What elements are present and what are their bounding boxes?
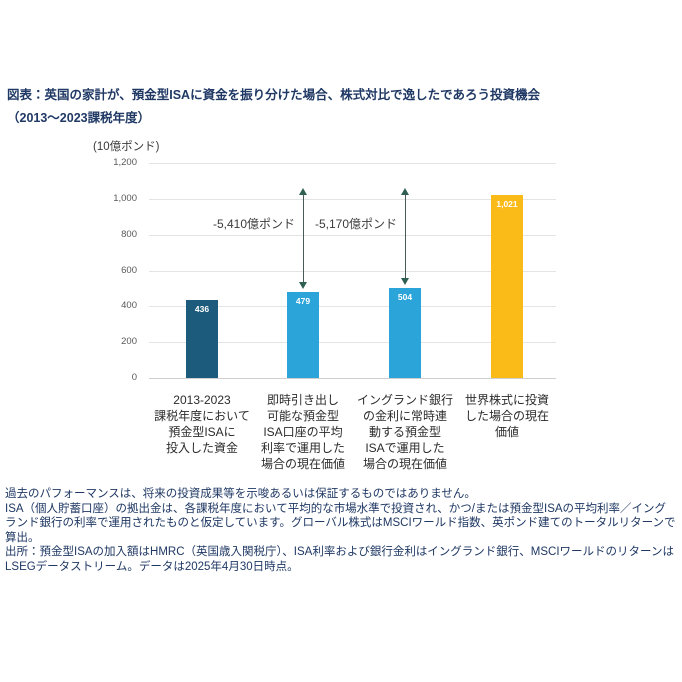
figure-title: 図表：英国の家計が、預金型ISAに資金を振り分けた場合、株式対比で逸したであろう… xyxy=(7,88,540,125)
y-tick-label: 1,000 xyxy=(113,192,137,204)
gridline xyxy=(149,306,556,308)
bar: 504 xyxy=(389,287,421,378)
x-category-label: イングランド銀行 の金利に常時連 動する預金型 ISAで運用した 場合の現在価値 xyxy=(356,393,453,471)
bar-value-label: 479 xyxy=(295,296,311,307)
y-tick-label: 600 xyxy=(121,264,137,276)
bar: 479 xyxy=(287,292,319,378)
footnote-disclaimer: 過去のパフォーマンスは、将来の投資成果等を示唆あるいは保証するものではありません… xyxy=(5,488,476,500)
gridline xyxy=(149,198,556,200)
x-category-label: 世界株式に投資 した場合の現在 価値 xyxy=(464,393,549,439)
plot-area: 0 200 400 600 800 1,000 1,200 436 479 504 1,021 -5,… xyxy=(113,157,556,383)
footnote-methodology: ISA（個人貯蓄口座）の拠出金は、各課税年度において平均的な市場水準で投資され、… xyxy=(5,502,676,544)
bar-value-label: 504 xyxy=(397,291,413,302)
footnotes: 過去のパフォーマンスは、将来の投資成果等を示唆あるいは保証するものではありません… xyxy=(5,487,677,575)
x-category-label: 2013-2023 課税年度において 預金型ISAに 投入した資金 xyxy=(154,393,250,455)
gridline xyxy=(149,163,556,164)
y-tick-label: 400 xyxy=(121,300,137,312)
bar-value-label: 1,021 xyxy=(496,199,518,210)
difference-arrow xyxy=(298,188,308,290)
x-category-label: 即時引き出し 可能な預金型 ISA口座の平均 利率で運用した 場合の現在価値 xyxy=(260,393,345,471)
y-tick-label: 0 xyxy=(131,372,137,383)
difference-arrow xyxy=(400,188,410,285)
difference-annotation: -5,170億ポンド xyxy=(314,217,397,231)
bar: 436 xyxy=(186,299,218,378)
y-tick-label: 800 xyxy=(121,228,137,240)
bar: 1,021 xyxy=(491,195,523,378)
footnote-source: 出所：預金型ISAの加入額はHMRC（英国歳入関税庁）、ISA利率および銀行金利… xyxy=(5,546,674,573)
gridline xyxy=(149,270,556,272)
x-axis-labels: 2013-2023 課税年度において 預金型ISAに 投入した資金 即時引き出し … xyxy=(149,392,556,482)
y-axis-unit-label: (10億ポンド) xyxy=(93,141,160,153)
gridline xyxy=(149,342,556,344)
gridline xyxy=(149,378,556,379)
difference-annotation: -5,410億ポンド xyxy=(212,217,295,231)
gridline xyxy=(149,234,556,236)
y-tick-label: 1,200 xyxy=(113,157,137,168)
bar-value-label: 436 xyxy=(194,303,210,314)
y-tick-label: 200 xyxy=(121,336,137,348)
